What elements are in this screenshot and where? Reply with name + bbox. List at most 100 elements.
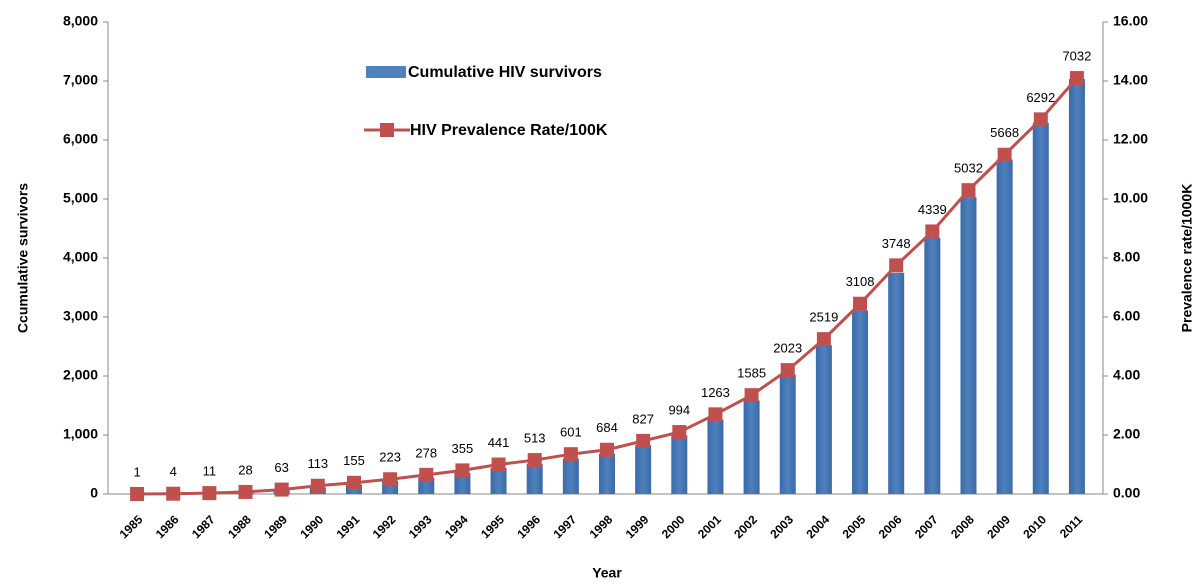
x-tick-label: 1992 <box>370 512 399 541</box>
data-label: 2519 <box>809 310 838 325</box>
line-marker <box>672 425 687 440</box>
bar <box>562 458 579 494</box>
line-marker <box>816 332 831 347</box>
y2-tick-label: 14.00 <box>1113 72 1148 88</box>
x-tick-label: 1990 <box>297 512 326 541</box>
x-tick-label: 1987 <box>189 512 218 541</box>
line-marker <box>166 486 181 501</box>
x-tick-label: 2002 <box>731 512 760 541</box>
y-tick-label: 4,000 <box>63 249 98 265</box>
y-tick-label: 7,000 <box>63 72 98 88</box>
bar <box>454 473 471 494</box>
bar <box>599 453 615 494</box>
x-tick-label: 2005 <box>840 512 869 541</box>
bar <box>490 467 507 494</box>
y2-axis-label: Prevalence rate/1000K <box>1179 184 1195 333</box>
x-tick-label: 1996 <box>514 512 543 541</box>
line-marker <box>527 453 542 468</box>
y-tick-label: 5,000 <box>63 190 98 206</box>
line-marker <box>744 388 759 403</box>
line-marker <box>346 475 361 490</box>
x-tick-label: 1985 <box>117 512 146 541</box>
line-marker <box>708 407 723 422</box>
x-tick-label: 2000 <box>659 512 688 541</box>
line-marker <box>925 224 940 239</box>
data-label: 513 <box>524 431 546 446</box>
y-tick-label: 8,000 <box>63 13 98 29</box>
data-label: 355 <box>452 441 474 456</box>
x-tick-label: 2004 <box>803 512 832 541</box>
data-label: 5032 <box>954 161 983 176</box>
data-label: 223 <box>379 450 401 465</box>
line-marker <box>202 486 217 501</box>
data-label: 441 <box>488 435 510 450</box>
bar <box>1068 79 1085 494</box>
data-label: 7032 <box>1062 48 1091 63</box>
bar <box>852 310 869 494</box>
y2-tick-label: 16.00 <box>1113 13 1148 29</box>
line-marker <box>274 482 289 497</box>
x-tick-label: 2010 <box>1020 512 1049 541</box>
bar <box>671 435 688 494</box>
y2-tick-label: 0.00 <box>1113 485 1140 501</box>
line-marker <box>383 472 398 487</box>
line-marker <box>1069 71 1084 86</box>
line-marker <box>310 478 325 493</box>
y-axis-label: Ccumulative survivors <box>15 183 31 333</box>
data-label: 5668 <box>990 125 1019 140</box>
line-marker <box>853 296 868 311</box>
line-marker <box>130 487 145 501</box>
bar <box>635 445 652 494</box>
y-tick-label: 0 <box>90 485 98 501</box>
y-tick-label: 2,000 <box>63 367 98 383</box>
line-marker <box>455 463 470 478</box>
data-label: 827 <box>632 411 654 426</box>
data-label: 155 <box>343 453 365 468</box>
bar <box>779 374 796 494</box>
legend-swatch <box>366 66 406 78</box>
data-label: 28 <box>238 462 252 477</box>
x-tick-label: 1986 <box>153 512 182 541</box>
x-tick-label: 2008 <box>948 512 977 541</box>
data-label: 3748 <box>882 236 911 251</box>
y2-tick-label: 12.00 <box>1113 131 1148 147</box>
x-tick-label: 2011 <box>1057 512 1086 541</box>
bar <box>924 237 941 494</box>
line-marker <box>889 258 904 273</box>
data-label: 1 <box>133 464 140 479</box>
y-tick-label: 6,000 <box>63 131 98 147</box>
data-label: 278 <box>415 445 437 460</box>
data-label: 4339 <box>918 202 947 217</box>
data-label: 1585 <box>737 366 766 381</box>
bar <box>960 197 977 494</box>
data-label: 994 <box>668 402 690 417</box>
x-tick-label: 1999 <box>623 512 652 541</box>
data-label: 601 <box>560 425 582 440</box>
line-marker <box>600 442 614 457</box>
x-tick-label: 1993 <box>406 512 435 541</box>
line-marker <box>419 467 434 482</box>
x-axis-label: Year <box>592 565 622 581</box>
y-tick-label: 3,000 <box>63 308 98 324</box>
x-tick-label: 1991 <box>334 512 363 541</box>
data-label: 1263 <box>701 385 730 400</box>
line-marker <box>961 183 976 198</box>
bar <box>743 400 760 494</box>
data-label: 684 <box>596 420 618 435</box>
line-marker <box>636 433 651 448</box>
x-tick-label: 1988 <box>225 512 254 541</box>
data-label: 11 <box>203 464 217 479</box>
y2-tick-label: 4.00 <box>1113 367 1140 383</box>
data-label: 3108 <box>846 274 875 289</box>
line-marker <box>997 147 1012 162</box>
line-marker <box>238 484 253 499</box>
data-label: 113 <box>307 456 328 471</box>
data-label: 63 <box>274 460 288 475</box>
x-tick-label: 1989 <box>261 512 290 541</box>
data-label: 4 <box>170 464 177 479</box>
y2-tick-label: 10.00 <box>1113 190 1148 206</box>
y2-tick-label: 8.00 <box>1113 249 1140 265</box>
bar <box>1032 122 1049 494</box>
x-tick-label: 1995 <box>478 512 507 541</box>
